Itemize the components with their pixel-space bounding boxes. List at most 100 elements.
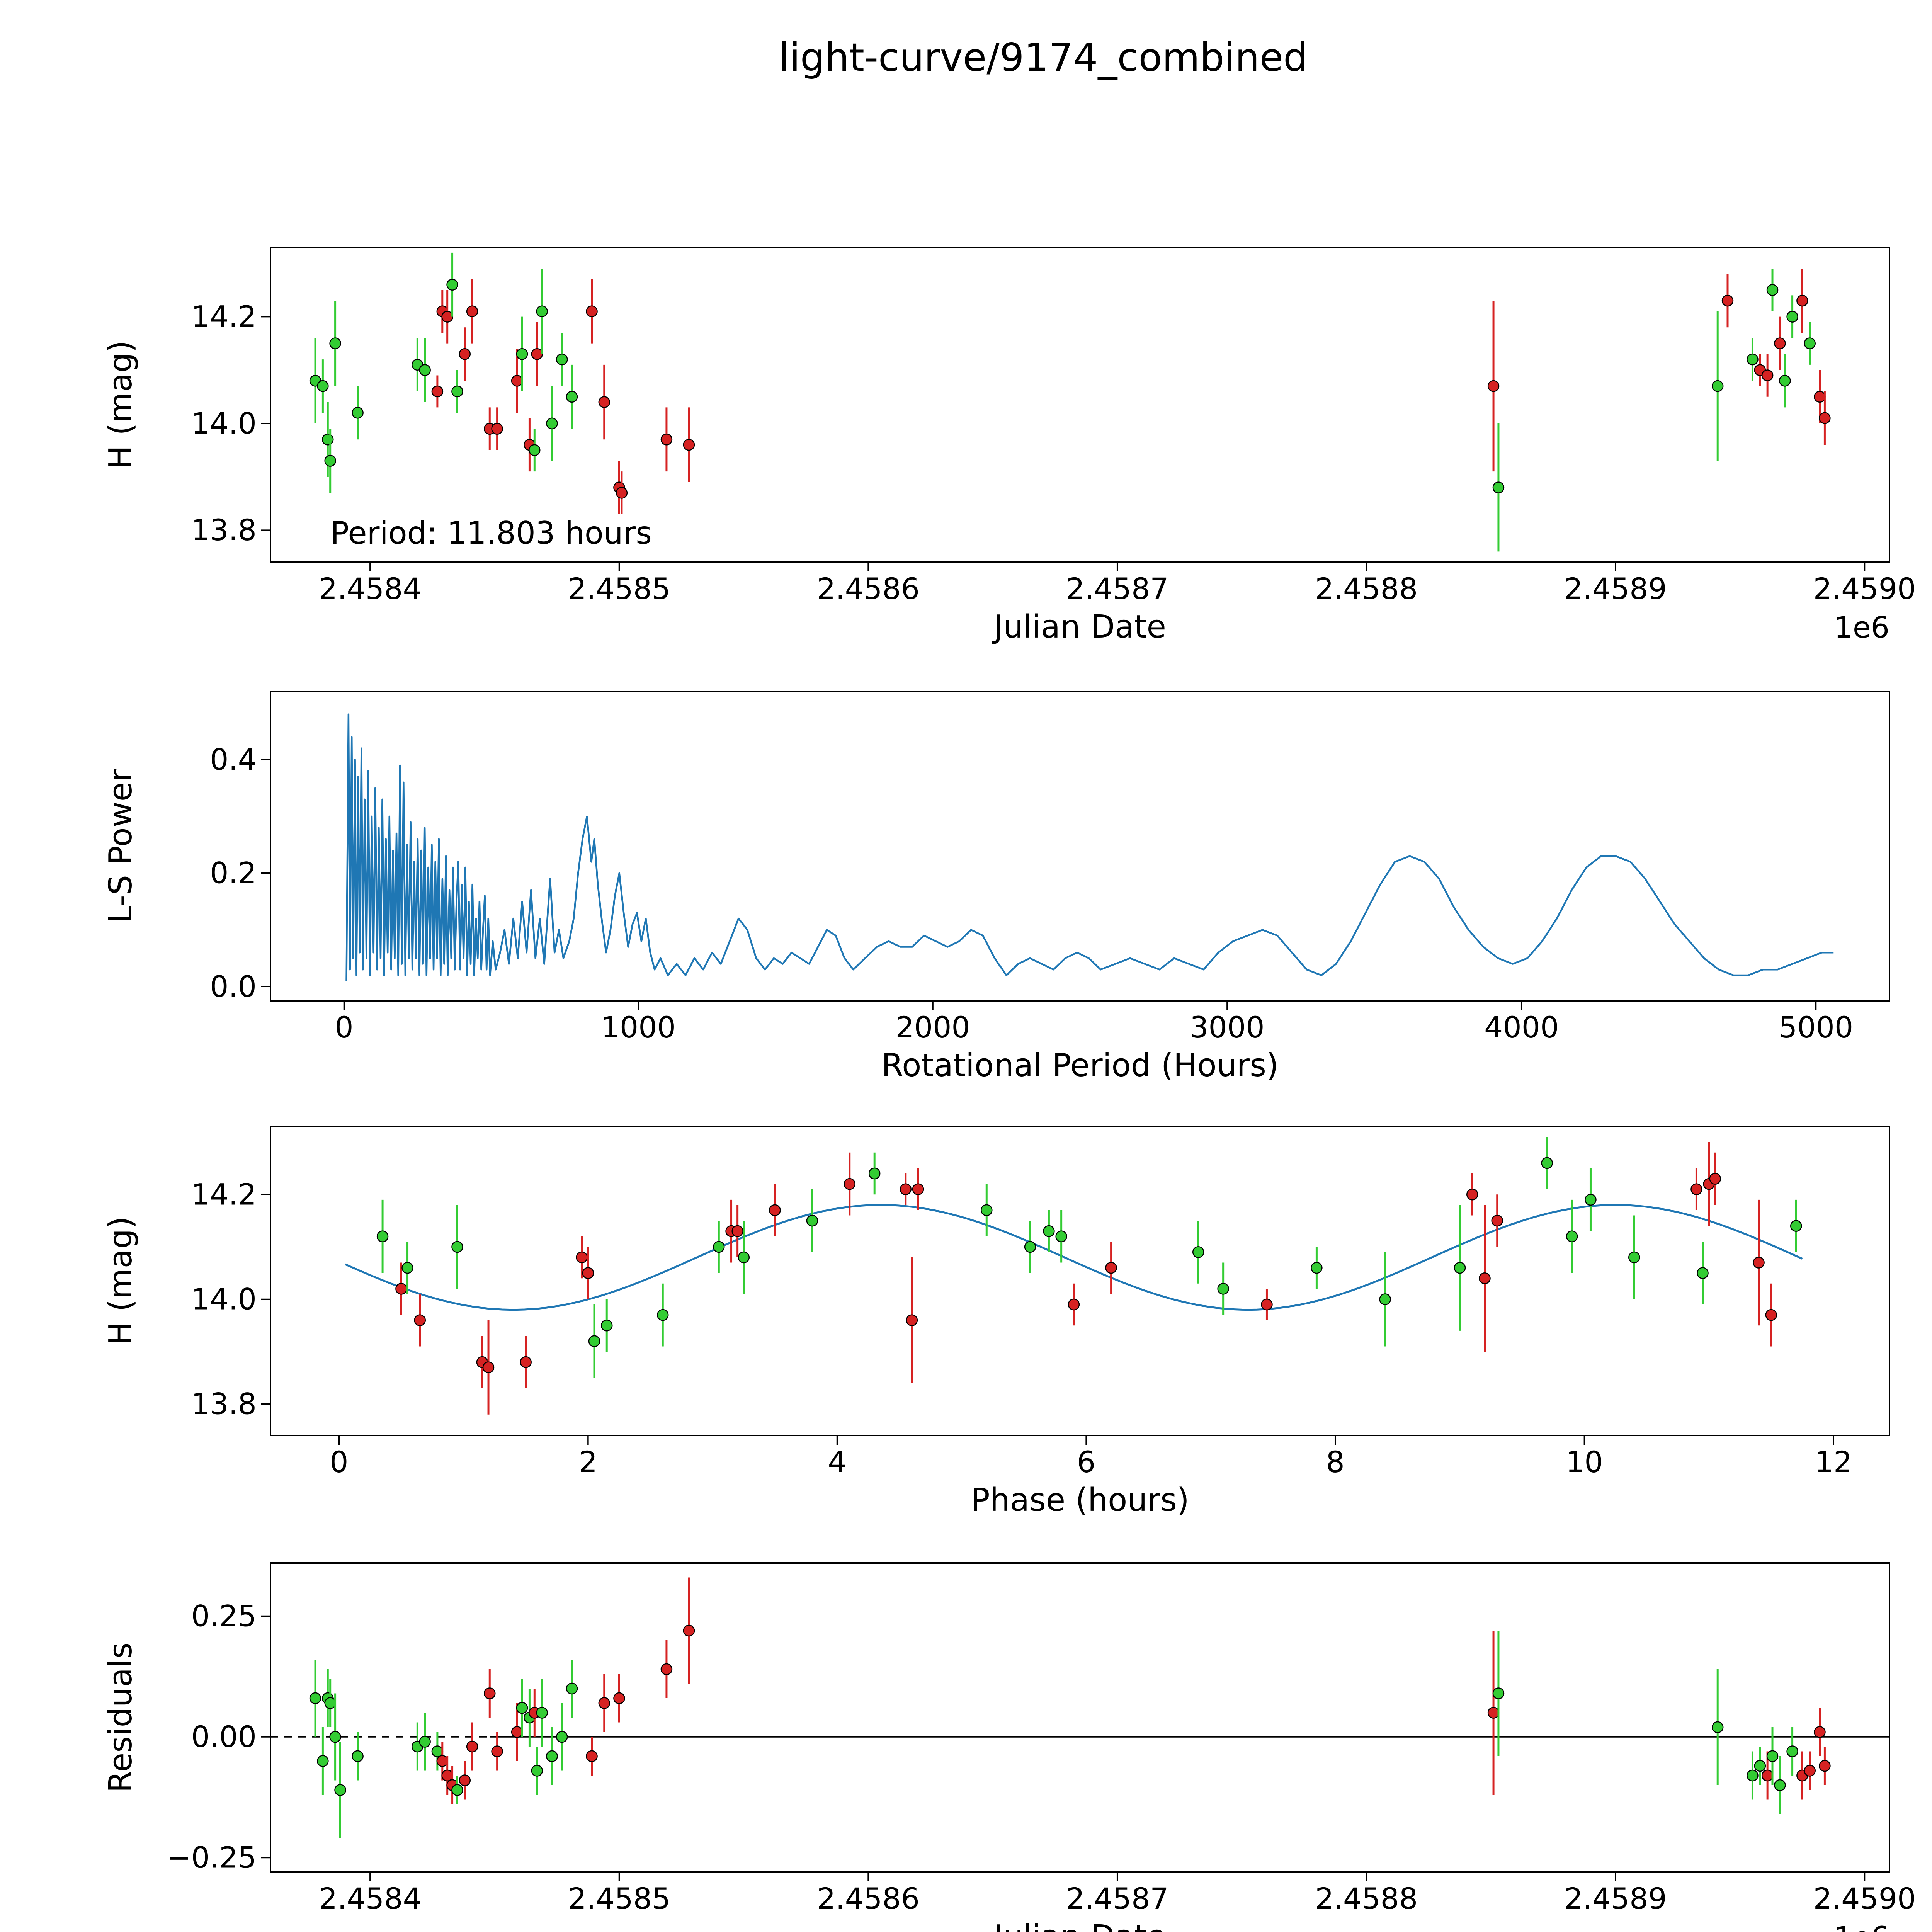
data-marker [451,1784,463,1796]
data-marker [1765,1309,1777,1321]
data-marker [556,1731,568,1743]
axes: 0 2 4 6 8 10 12 13.8 14.0 14.2 Phase (hours) H (mag… [102,1126,1890,1519]
x-tick-label: 2.4585 [568,1881,670,1916]
data-marker [613,1692,625,1704]
data-marker [329,1731,341,1743]
data-marker [1379,1293,1391,1305]
data-marker [1766,284,1779,296]
data-marker [566,391,578,403]
data-marker [806,1214,818,1227]
data-marker [1491,1214,1503,1227]
data-marker [516,348,528,360]
data-marker [556,353,568,366]
data-marker [1754,1760,1766,1772]
y-tick-label: 0.0 [210,969,257,1003]
plot-border [270,247,1890,563]
data-marker [1068,1298,1080,1311]
x-tick-label: 2000 [895,1010,970,1044]
data-marker [352,406,364,419]
y-tick-label: 0.2 [210,856,257,890]
x-tick-label: 2.4588 [1315,1881,1418,1916]
data-marker [600,1320,613,1332]
data-marker [912,1183,924,1195]
data-marker [1466,1189,1478,1201]
data-marker [546,1750,558,1762]
x-tick-label: 2.4589 [1564,1881,1667,1916]
data-marker [466,305,478,318]
data-marker [324,455,336,467]
x-tick-label: 5000 [1779,1010,1853,1044]
data-marker [401,1262,413,1274]
data-marker [1711,1721,1724,1733]
data-marker [1487,1707,1500,1719]
data-marker [1479,1272,1491,1284]
data-marker [459,1774,471,1786]
x-tick-label: 2.4587 [1066,1881,1169,1916]
data-marker [436,1755,449,1767]
x-tick-label: 2.4590 [1813,571,1916,606]
data-marker [1761,1769,1774,1782]
x-tick-label: 0 [335,1010,353,1044]
y-axis-label: L-S Power [102,769,139,923]
plot-border [270,1562,1890,1873]
data-marker [660,1663,673,1675]
data-marker [431,385,444,398]
data-marker [329,337,341,349]
data-marker [419,364,431,376]
data-marker [1566,1230,1578,1242]
data-marker [844,1178,855,1190]
x-tick-label: 2.4584 [319,1881,422,1916]
data-marker [1814,1726,1826,1738]
x-tick-label: 8 [1326,1445,1345,1479]
data-marker [1747,353,1759,366]
x-tick-label: 1000 [601,1010,676,1044]
data-marker [1747,1769,1759,1782]
data-marker [334,1784,346,1796]
periodogram-curve [345,713,1834,981]
x-tick-label: 10 [1566,1445,1603,1479]
data-marker [459,348,471,360]
x-tick-label: 2.4584 [319,571,422,606]
data-marker [1024,1241,1036,1253]
data-marker [1804,1765,1816,1777]
y-tick-label: 14.2 [191,1177,257,1211]
data-marker [657,1309,669,1321]
x-axis-label: Julian Date [992,1918,1166,1932]
data-marker [1492,481,1505,493]
data-marker [309,1692,321,1704]
data-marker [536,1707,548,1719]
x-axis-label: Rotational Period (Hours) [881,1047,1279,1084]
data-marker [1711,380,1724,392]
data-marker [1487,380,1500,392]
data-marker [1721,294,1734,307]
data-marker [520,1356,532,1368]
data-marker [529,444,541,456]
data-marker [868,1167,881,1180]
y-tick-label: 0.4 [210,742,257,777]
x-tick-label: 0 [330,1445,348,1479]
axes: 2.4584 2.4585 2.4586 2.4587 2.4588 2.4589 2.45… [102,1562,1916,1932]
data-marker [431,1745,444,1757]
data-points [309,252,1831,552]
y-tick-label: 14.0 [191,1282,257,1316]
data-marker [1774,1779,1786,1791]
data-marker [1804,337,1816,349]
data-marker [1796,294,1808,307]
y-tick-label: 14.2 [191,299,257,334]
data-marker [1779,375,1791,387]
figure-title: light-curve/9174_combined [779,35,1308,80]
data-marker [1192,1246,1204,1258]
data-marker [1786,1745,1798,1757]
plot-border [270,691,1890,1002]
data-marker [586,305,598,318]
x-tick-label: 2.4588 [1315,571,1418,606]
x-tick-label: 6 [1077,1445,1095,1479]
x-tick-label: 2.4586 [817,571,920,606]
y-axis-label: H (mag) [102,1216,139,1345]
x-tick-label: 2.4586 [817,1881,920,1916]
data-marker [376,1230,389,1242]
data-marker [1541,1157,1553,1169]
data-marker [1628,1251,1640,1264]
data-marker [466,1740,478,1753]
